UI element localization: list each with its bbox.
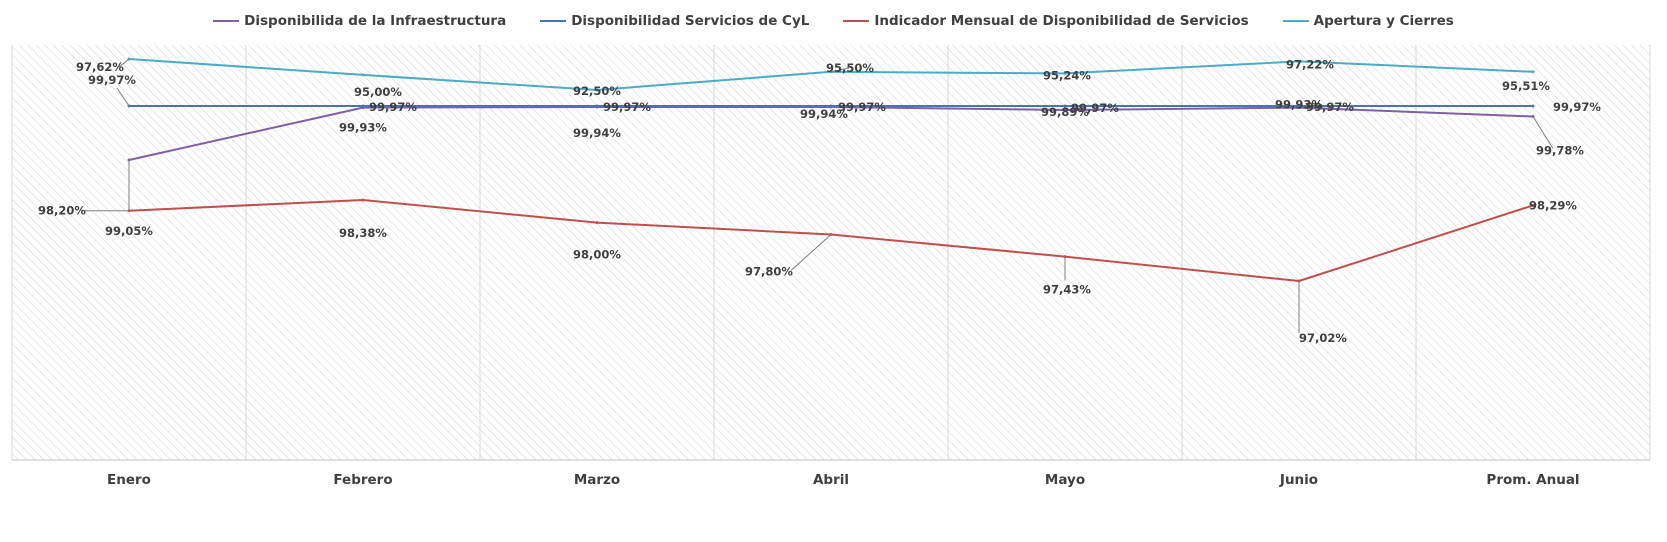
data-label: 99,94% <box>800 107 848 121</box>
leader-line <box>790 234 832 271</box>
x-tick-label: Junio <box>1279 472 1318 488</box>
data-label: 99,05% <box>105 224 153 238</box>
legend-swatch <box>213 20 240 22</box>
data-label: 95,51% <box>1502 79 1550 93</box>
leader-line <box>830 67 850 73</box>
data-point <box>595 104 599 108</box>
data-point <box>1531 203 1535 207</box>
data-point <box>595 88 599 92</box>
data-point <box>361 104 365 108</box>
legend-label: Indicador Mensual de Disponibilidad de S… <box>874 13 1249 29</box>
data-point <box>361 73 365 77</box>
data-point <box>1063 71 1067 75</box>
data-point <box>1063 108 1067 112</box>
data-label: 97,02% <box>1299 331 1347 345</box>
data-label: 95,50% <box>826 61 874 75</box>
x-tick-label: Enero <box>107 472 151 488</box>
data-label: 97,43% <box>1043 283 1091 297</box>
data-label: 97,22% <box>1286 57 1334 71</box>
data-label: 92,50% <box>573 84 621 98</box>
data-label: 99,93% <box>339 121 387 135</box>
data-label: 99,78% <box>1536 144 1584 158</box>
x-tick-label: Abril <box>813 472 849 488</box>
data-label: 99,97% <box>88 73 136 87</box>
data-point <box>1297 104 1301 108</box>
data-label: 98,38% <box>339 226 387 240</box>
data-label: 97,80% <box>745 265 793 279</box>
leader-line <box>116 87 130 107</box>
data-label: 98,20% <box>38 204 86 218</box>
x-tick-label: Prom. Anual <box>1486 472 1579 488</box>
data-label: 99,97% <box>1306 100 1354 114</box>
legend-swatch <box>540 20 567 22</box>
x-tick-label: Marzo <box>574 472 620 488</box>
chart-legend: Disponibilida de la Infraestructura Dispo… <box>0 9 1667 33</box>
data-point <box>1531 104 1535 108</box>
data-label: 99,97% <box>838 100 886 114</box>
legend-item-3: Apertura y Cierres <box>1282 13 1454 29</box>
data-label: 99,97% <box>1553 100 1601 114</box>
leader-line <box>1532 116 1554 149</box>
data-point <box>1531 70 1535 74</box>
legend-label: Disponibilida de la Infraestructura <box>244 13 507 29</box>
legend-label: Disponibilidad Servicios de CyL <box>571 13 810 29</box>
data-point <box>829 104 833 108</box>
legend-swatch <box>843 20 870 22</box>
leader-line <box>118 58 130 68</box>
data-point <box>595 221 599 225</box>
data-label: 99,93% <box>1275 98 1323 112</box>
data-label: 99,97% <box>1071 101 1119 115</box>
x-tick-label: Febrero <box>333 472 392 488</box>
legend-item-1: Disponibilidad Servicios de CyL <box>540 13 809 29</box>
data-label: 99,94% <box>573 126 621 140</box>
data-point <box>1297 59 1301 63</box>
data-label: 98,29% <box>1529 198 1577 212</box>
legend-label: Apertura y Cierres <box>1313 13 1454 29</box>
legend-swatch <box>1282 20 1309 22</box>
data-label: 95,24% <box>1043 68 1091 82</box>
data-point <box>1063 104 1067 108</box>
data-label: 97,62% <box>76 60 124 74</box>
data-label: 95,00% <box>354 85 402 99</box>
plot-area-background <box>12 45 1650 460</box>
data-label: 99,89% <box>1041 105 1089 119</box>
legend-item-0: Disponibilida de la Infraestructura <box>213 13 506 29</box>
data-label: 99,97% <box>603 100 651 114</box>
data-label: 99,97% <box>369 100 417 114</box>
data-label: 98,00% <box>573 248 621 262</box>
data-point <box>361 198 365 202</box>
legend-item-2: Indicador Mensual de Disponibilidad de S… <box>843 13 1249 29</box>
x-tick-label: Mayo <box>1045 472 1085 488</box>
